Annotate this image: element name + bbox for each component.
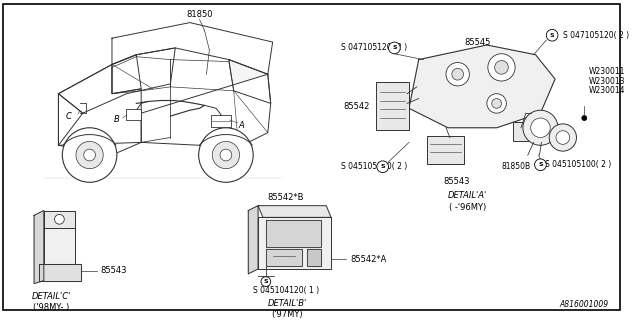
Text: S: S <box>264 279 268 284</box>
Text: S 047105120( 2 ): S 047105120( 2 ) <box>341 44 407 52</box>
Circle shape <box>547 29 558 41</box>
Text: W230011: W230011 <box>589 67 625 76</box>
Polygon shape <box>34 211 44 284</box>
Circle shape <box>531 118 550 138</box>
Text: DETAIL'C': DETAIL'C' <box>32 292 71 301</box>
Circle shape <box>220 149 232 161</box>
FancyBboxPatch shape <box>513 122 540 141</box>
Circle shape <box>495 60 508 74</box>
Text: ('97MY): ('97MY) <box>271 310 303 319</box>
Text: S 045104120( 1 ): S 045104120( 1 ) <box>253 286 319 295</box>
Polygon shape <box>229 60 271 103</box>
Circle shape <box>212 141 239 169</box>
Circle shape <box>84 149 95 161</box>
Circle shape <box>492 99 502 108</box>
Circle shape <box>487 94 506 113</box>
Circle shape <box>534 159 547 171</box>
Circle shape <box>62 128 117 182</box>
Circle shape <box>549 124 577 151</box>
Text: C: C <box>65 112 71 121</box>
Text: W230013: W230013 <box>589 76 626 85</box>
Text: DETAIL'B': DETAIL'B' <box>268 299 307 308</box>
FancyBboxPatch shape <box>376 82 409 130</box>
Circle shape <box>523 110 558 145</box>
Polygon shape <box>307 249 321 266</box>
Polygon shape <box>248 206 258 274</box>
Circle shape <box>76 141 103 169</box>
Text: 85545: 85545 <box>464 37 490 47</box>
Polygon shape <box>58 64 141 155</box>
Polygon shape <box>258 206 331 217</box>
Circle shape <box>198 128 253 182</box>
Circle shape <box>261 277 271 286</box>
Polygon shape <box>58 48 175 113</box>
Text: S: S <box>392 45 397 51</box>
Text: 85542*B: 85542*B <box>267 193 303 202</box>
Text: ( -'96MY): ( -'96MY) <box>449 203 486 212</box>
Text: W230014: W230014 <box>589 86 626 95</box>
Polygon shape <box>409 45 555 128</box>
Text: 85543: 85543 <box>100 267 127 276</box>
Polygon shape <box>266 249 302 266</box>
Text: 81850: 81850 <box>186 10 213 19</box>
FancyBboxPatch shape <box>426 136 465 164</box>
Text: 85542: 85542 <box>344 102 370 111</box>
Circle shape <box>446 62 469 86</box>
Text: S 047105120( 2 ): S 047105120( 2 ) <box>563 31 629 40</box>
Circle shape <box>452 68 463 80</box>
Circle shape <box>582 116 587 120</box>
Polygon shape <box>39 264 81 281</box>
Polygon shape <box>112 23 273 74</box>
Polygon shape <box>112 55 141 94</box>
Text: S: S <box>538 162 543 167</box>
Text: DETAIL'A': DETAIL'A' <box>448 191 487 200</box>
Text: A: A <box>239 121 244 130</box>
Text: S 045105100( 2 ): S 045105100( 2 ) <box>545 160 612 169</box>
Text: B: B <box>114 116 120 124</box>
Text: ('98MY- ): ('98MY- ) <box>33 303 70 312</box>
Text: S 045105100( 2 ): S 045105100( 2 ) <box>341 162 407 171</box>
Polygon shape <box>266 220 321 247</box>
Polygon shape <box>44 211 75 228</box>
FancyBboxPatch shape <box>211 115 231 127</box>
Text: S: S <box>550 33 554 38</box>
Text: 85542*A: 85542*A <box>351 255 387 264</box>
Text: S: S <box>380 164 385 169</box>
FancyBboxPatch shape <box>125 109 141 120</box>
Circle shape <box>377 161 388 172</box>
Text: A816001009: A816001009 <box>559 300 609 309</box>
Text: 85543: 85543 <box>443 177 470 186</box>
Circle shape <box>488 54 515 81</box>
Circle shape <box>54 214 64 224</box>
Polygon shape <box>44 228 75 264</box>
Polygon shape <box>258 217 331 269</box>
Circle shape <box>556 131 570 144</box>
Circle shape <box>388 42 400 54</box>
Text: 81850B: 81850B <box>502 162 531 171</box>
Polygon shape <box>141 74 271 147</box>
